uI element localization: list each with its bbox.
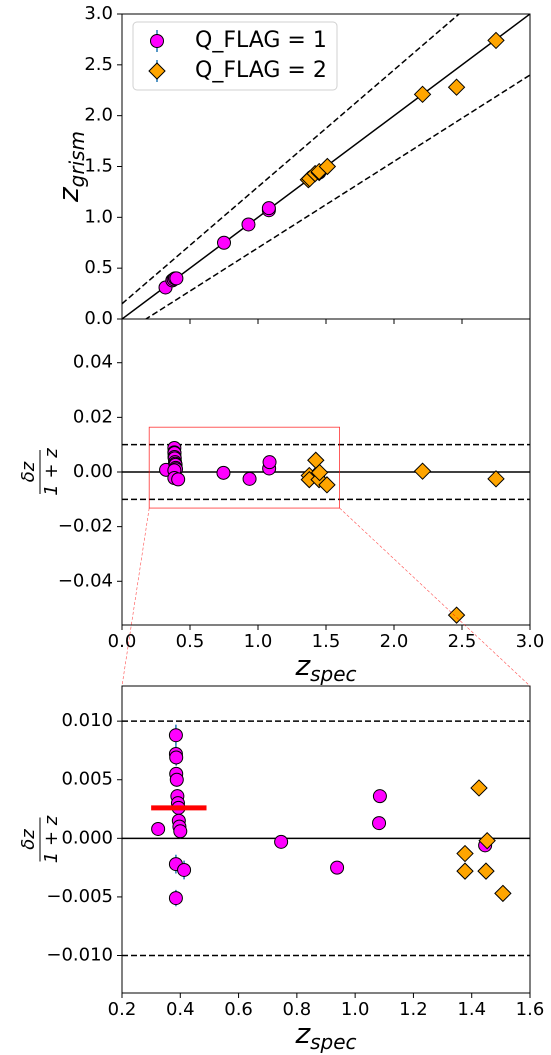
x-tick-label: 1.4: [457, 999, 486, 1020]
point: [372, 789, 387, 804]
y-axis-label-sub: grism: [65, 131, 89, 187]
point: [456, 862, 474, 880]
y-tick-label: 0.00: [73, 461, 113, 482]
reference-line: [144, 74, 530, 319]
legend-marker: [148, 62, 166, 80]
x-tick-label: 1.5: [312, 631, 341, 652]
x-tick-label: 2.0: [380, 631, 409, 652]
axes-frame: [121, 685, 531, 994]
x-tick-label: 0.4: [166, 999, 195, 1020]
y-axis-label-den: 1 + z: [41, 448, 62, 496]
y-tick-label: −0.010: [46, 945, 113, 966]
y-axis-label-main: z: [52, 186, 85, 203]
y-tick-label: 0.02: [73, 406, 113, 427]
point: [216, 465, 231, 480]
y-tick-label: 1.5: [84, 156, 113, 177]
y-axis-label-num: δz: [18, 829, 39, 850]
point: [413, 85, 432, 104]
zoom-box: [148, 426, 340, 509]
point: [169, 750, 184, 765]
x-tick-label: 1.0: [244, 631, 273, 652]
y-axis-label: zgrism: [52, 131, 89, 203]
point: [330, 860, 345, 875]
legend-label: Q_FLAG = 1: [195, 28, 327, 53]
y-tick-label: 0.010: [61, 710, 113, 731]
point: [173, 824, 188, 839]
point: [177, 862, 192, 877]
y-tick-label: −0.02: [58, 516, 113, 537]
y-tick-label: 2.5: [84, 54, 113, 75]
point: [318, 157, 337, 176]
point: [494, 884, 512, 903]
x-axis-label-sub: spec: [310, 1030, 356, 1054]
y-tick-label: 3.0: [84, 3, 113, 24]
y-tick-label: 2.0: [84, 105, 113, 126]
point: [168, 728, 183, 743]
legend-box: [132, 21, 338, 91]
y-tick-label: 0.5: [84, 257, 113, 278]
y-axis-label-num: δz: [18, 461, 39, 482]
point: [413, 462, 432, 480]
y-tick-label: 0.0: [84, 308, 113, 329]
x-tick-label: 0.8: [283, 999, 312, 1020]
legend-label: Q_FLAG = 2: [195, 58, 327, 83]
y-tick-label: 1.0: [84, 206, 113, 227]
point: [262, 455, 277, 470]
point: [169, 271, 184, 286]
x-tick-label: 0.5: [176, 631, 205, 652]
plot-area: [122, 426, 530, 624]
y-tick-label: −0.005: [46, 886, 113, 907]
x-axis-label: zspec: [294, 1017, 356, 1054]
point: [242, 471, 257, 486]
x-axis-label-main: z: [294, 649, 311, 682]
point: [456, 844, 474, 863]
point: [171, 472, 186, 487]
x-tick-label: 0.0: [108, 631, 137, 652]
point: [318, 476, 336, 494]
point: [470, 779, 488, 797]
plot-area: [122, 14, 530, 319]
point: [310, 463, 329, 482]
legend-marker: [150, 34, 164, 48]
point: [447, 78, 466, 96]
zoom-connector: [339, 507, 531, 687]
x-tick-label: 1.6: [516, 999, 545, 1020]
point: [274, 834, 289, 849]
y-axis-label: δz 1 + z: [18, 448, 62, 496]
x-tick-label: 1.2: [399, 999, 428, 1020]
y-tick-label: 0.000: [61, 827, 113, 848]
x-tick-label: 0.6: [224, 999, 253, 1020]
point: [478, 831, 496, 850]
point: [372, 816, 387, 831]
point: [217, 235, 231, 250]
point: [169, 772, 184, 787]
point: [447, 606, 466, 624]
x-axis-label-main: z: [294, 1017, 311, 1050]
point: [241, 217, 256, 232]
zoom-connector: [121, 508, 150, 687]
x-tick-label: 3.0: [516, 631, 545, 652]
y-tick-label: 0.005: [61, 769, 113, 790]
x-tick-label: 0.2: [108, 999, 137, 1020]
point: [261, 201, 276, 216]
y-tick-label: −0.04: [58, 570, 113, 591]
point: [151, 821, 166, 836]
x-axis-label: zspec: [294, 649, 356, 686]
y-tick-label: 0.04: [73, 352, 113, 373]
point: [487, 470, 505, 488]
point: [477, 862, 495, 880]
y-axis-label: δz 1 + z: [18, 815, 62, 863]
point: [168, 891, 183, 906]
plot-area: [122, 720, 530, 957]
x-tick-label: 1.0: [341, 999, 370, 1020]
x-axis-label-sub: spec: [310, 662, 356, 686]
x-tick-label: 2.5: [448, 631, 477, 652]
y-axis-label-den: 1 + z: [41, 815, 62, 863]
point: [487, 31, 505, 50]
